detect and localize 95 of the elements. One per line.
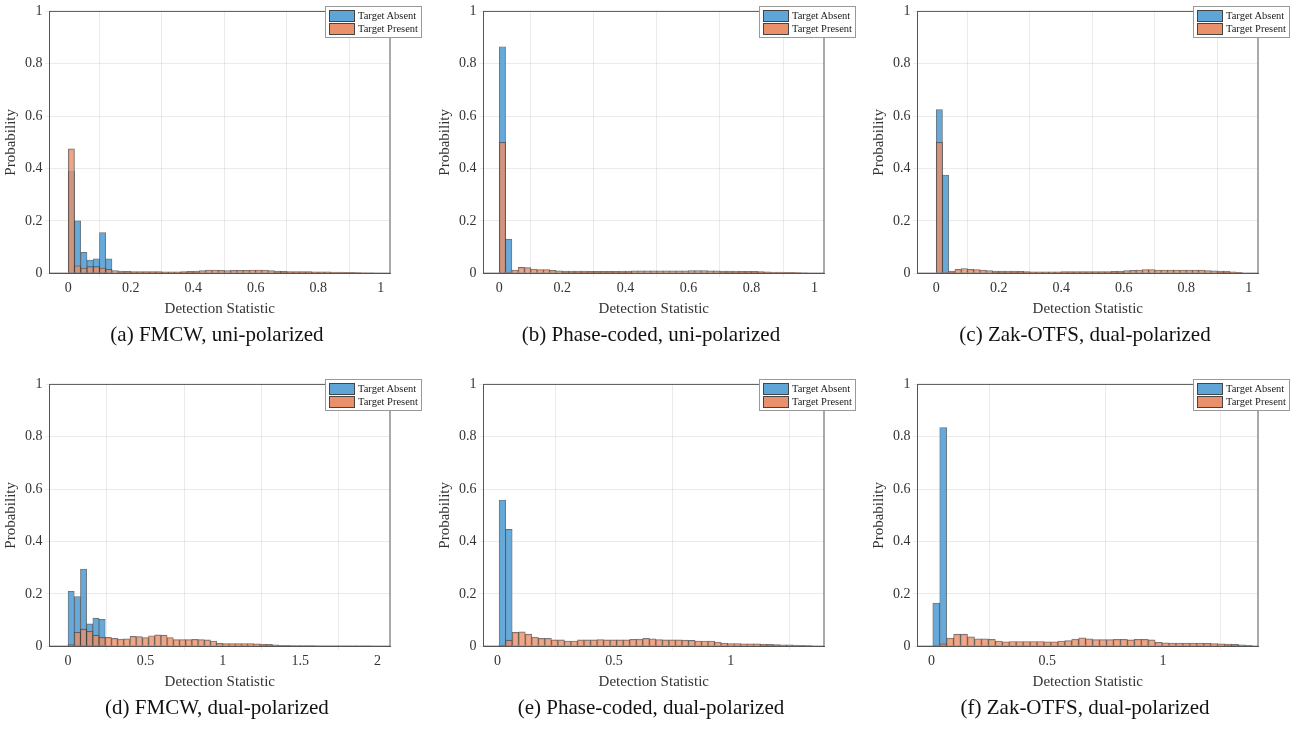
y-tick-label: 0 — [903, 264, 911, 280]
y-tick-label: 1 — [903, 3, 911, 19]
x-tick-label: 0.2 — [553, 280, 572, 296]
y-axis-title: Probability — [435, 481, 452, 549]
y-axis-title: Probability — [435, 108, 452, 176]
y-axis-title: Probability — [869, 481, 886, 549]
x-axis-title: Detection Statistic — [1032, 299, 1144, 316]
y-tick-label: 0.4 — [459, 533, 477, 549]
x-tick-label: 0.6 — [679, 280, 698, 296]
legend-label: Target Absent — [357, 382, 417, 395]
y-tick-label: 0.8 — [25, 428, 43, 444]
y-tick-label: 0.4 — [459, 160, 477, 176]
legend-label: Target Present — [791, 395, 852, 408]
x-tick-label: 1 — [1159, 653, 1167, 669]
x-tick-label: 1 — [1245, 280, 1253, 296]
y-tick-label: 0.6 — [459, 107, 477, 123]
legend-label: Target Present — [1225, 22, 1286, 35]
x-tick-label: 0.6 — [1114, 280, 1133, 296]
legend-label: Target Absent — [1225, 382, 1285, 395]
y-tick-label: 0.6 — [459, 480, 477, 496]
legend-label: Target Present — [791, 22, 852, 35]
x-tick-label: 0.2 — [121, 280, 140, 296]
x-tick-label: 0 — [932, 280, 940, 296]
x-tick-label: 0 — [64, 653, 72, 669]
y-tick-label: 0.2 — [459, 585, 477, 601]
y-tick-label: 0.4 — [893, 160, 911, 176]
x-tick-label: 0 — [927, 653, 935, 669]
x-tick-label: 0.5 — [1038, 653, 1056, 669]
x-tick-label: 0.4 — [184, 280, 202, 296]
legend-label: Target Present — [357, 22, 418, 35]
y-tick-label: 0.4 — [25, 533, 43, 549]
x-tick-label: 1.5 — [291, 653, 309, 669]
y-tick-label: 0 — [35, 264, 43, 280]
y-tick-label: 1 — [469, 3, 477, 19]
y-axis-title: Probability — [869, 108, 886, 176]
y-tick-label: 1 — [903, 376, 911, 392]
y-tick-label: 0.2 — [459, 212, 477, 228]
legend-label: Target Absent — [791, 382, 851, 395]
text: (a) FMCW, uni-polarized — [109, 322, 325, 347]
text: (d) FMCW, dual-polarized — [104, 695, 330, 720]
x-axis-title: Detection Statistic — [598, 299, 710, 316]
y-tick-label: 0 — [469, 637, 477, 653]
x-tick-label: 1 — [219, 653, 227, 669]
y-tick-label: 0.2 — [893, 212, 911, 228]
legend-label: Target Present — [1225, 395, 1286, 408]
y-tick-label: 0.8 — [25, 55, 43, 71]
y-tick-label: 0.8 — [893, 55, 911, 71]
y-axis-title: Probability — [1, 108, 18, 176]
legend-label: Target Absent — [791, 9, 851, 22]
x-tick-label: 0.8 — [742, 280, 761, 296]
x-tick-label: 0.8 — [1177, 280, 1195, 296]
x-tick-label: 0.2 — [989, 280, 1008, 296]
y-tick-label: 0 — [35, 637, 43, 653]
y-tick-label: 1 — [35, 376, 43, 392]
y-tick-label: 0.4 — [25, 160, 43, 176]
x-axis-title: Detection Statistic — [1032, 672, 1144, 689]
y-tick-label: 0.4 — [893, 533, 911, 549]
x-tick-label: 2 — [374, 653, 382, 669]
y-tick-label: 0.6 — [25, 480, 43, 496]
y-tick-label: 0.6 — [893, 480, 911, 496]
y-tick-label: 0.8 — [893, 428, 911, 444]
y-tick-label: 0.6 — [893, 107, 911, 123]
legend-label: Target Absent — [1225, 9, 1285, 22]
y-tick-label: 0.8 — [459, 55, 477, 71]
legend-label: Target Absent — [357, 9, 417, 22]
y-tick-label: 0.8 — [459, 428, 477, 444]
x-tick-label: 1 — [377, 280, 385, 296]
text: (f) Zak-OTFS, dual-polarized — [959, 695, 1211, 720]
text: (c) Zak-OTFS, dual-polarized — [958, 322, 1212, 347]
x-axis-title: Detection Statistic — [164, 672, 276, 689]
x-tick-label: 0.6 — [246, 280, 265, 296]
x-tick-label: 0.4 — [616, 280, 635, 296]
text: (e) Phase-coded, dual-polarized — [516, 695, 786, 720]
y-axis-title: Probability — [1, 481, 18, 549]
y-tick-label: 1 — [469, 376, 477, 392]
x-axis-title: Detection Statistic — [164, 299, 276, 316]
legend-label: Target Present — [357, 395, 418, 408]
x-tick-label: 0 — [493, 653, 501, 669]
y-tick-label: 0.6 — [25, 107, 43, 123]
x-tick-label: 0.4 — [1052, 280, 1070, 296]
x-tick-label: 0.8 — [309, 280, 327, 296]
x-axis-title: Detection Statistic — [598, 672, 710, 689]
x-tick-label: 0.5 — [605, 653, 623, 669]
x-tick-label: 1 — [811, 280, 819, 296]
y-tick-label: 0.2 — [25, 212, 43, 228]
text: (b) Phase-coded, uni-polarized — [520, 322, 782, 347]
y-tick-label: 0 — [903, 637, 911, 653]
y-tick-label: 0.2 — [25, 585, 43, 601]
y-tick-label: 0 — [469, 264, 477, 280]
y-tick-label: 0.2 — [893, 585, 911, 601]
x-tick-label: 0 — [495, 280, 503, 296]
x-tick-label: 0 — [64, 280, 72, 296]
x-tick-label: 1 — [727, 653, 735, 669]
y-tick-label: 1 — [35, 3, 43, 19]
x-tick-label: 0.5 — [136, 653, 155, 669]
